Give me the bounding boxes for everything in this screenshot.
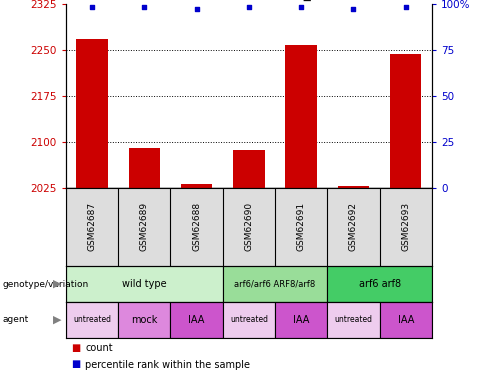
Point: [88, 4, 96, 10]
Text: GSM62690: GSM62690: [244, 202, 253, 251]
Point: [245, 4, 253, 10]
Bar: [223, 266, 327, 302]
Bar: [170, 302, 223, 338]
Text: mock: mock: [131, 315, 158, 325]
Text: genotype/variation: genotype/variation: [2, 280, 89, 289]
Text: ■: ■: [71, 360, 80, 369]
Text: arf6/arf6 ARF8/arf8: arf6/arf6 ARF8/arf8: [234, 280, 316, 289]
Text: percentile rank within the sample: percentile rank within the sample: [85, 360, 250, 369]
Bar: [223, 302, 275, 338]
Bar: [181, 184, 212, 188]
Text: ▶: ▶: [53, 279, 61, 289]
Bar: [66, 302, 118, 338]
Text: untreated: untreated: [73, 315, 111, 324]
Bar: [338, 186, 369, 188]
Text: IAA: IAA: [188, 315, 205, 325]
Text: wild type: wild type: [122, 279, 166, 289]
Point: [349, 6, 357, 12]
Bar: [66, 266, 223, 302]
Point: [141, 4, 148, 10]
Bar: [233, 150, 264, 188]
Text: GSM62687: GSM62687: [87, 202, 97, 251]
Bar: [327, 266, 432, 302]
Bar: [129, 148, 160, 188]
Point: [297, 4, 305, 10]
Text: arf6 arf8: arf6 arf8: [359, 279, 401, 289]
Bar: [275, 302, 327, 338]
Text: GSM62693: GSM62693: [401, 202, 410, 251]
Text: ■: ■: [71, 343, 80, 353]
Text: IAA: IAA: [293, 315, 309, 325]
Title: GDS1408 / 255816_at: GDS1408 / 255816_at: [172, 0, 325, 2]
Text: count: count: [85, 343, 113, 353]
Point: [402, 4, 409, 10]
Text: GSM62689: GSM62689: [140, 202, 149, 251]
Text: GSM62691: GSM62691: [297, 202, 305, 251]
Bar: [390, 54, 422, 188]
Text: IAA: IAA: [398, 315, 414, 325]
Text: GSM62692: GSM62692: [349, 202, 358, 251]
Text: ▶: ▶: [53, 315, 61, 325]
Bar: [327, 302, 380, 338]
Text: untreated: untreated: [230, 315, 268, 324]
Bar: [76, 39, 108, 188]
Point: [193, 6, 201, 12]
Bar: [380, 302, 432, 338]
Bar: [118, 302, 170, 338]
Text: GSM62688: GSM62688: [192, 202, 201, 251]
Text: agent: agent: [2, 315, 29, 324]
Bar: [285, 45, 317, 188]
Text: untreated: untreated: [334, 315, 372, 324]
